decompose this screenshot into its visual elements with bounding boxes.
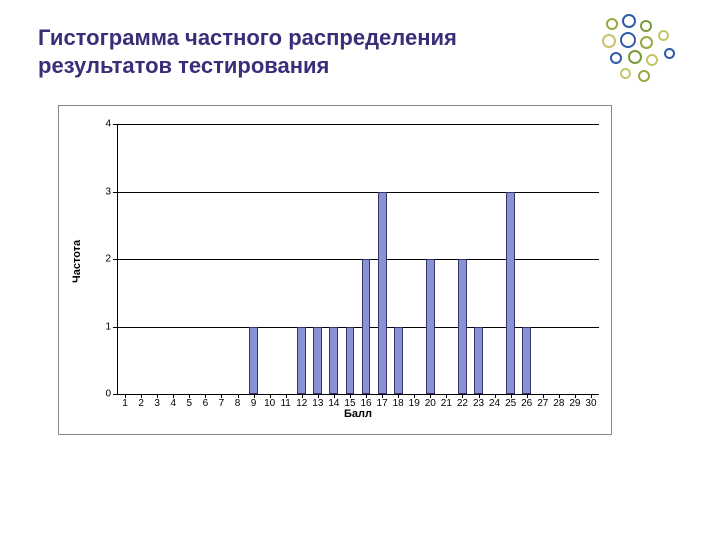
x-tick-label: 28 [553, 398, 564, 409]
slide: Гистограмма частного распределения резул… [0, 0, 720, 540]
y-tick-label: 0 [105, 389, 111, 400]
x-tick-label: 7 [219, 398, 225, 409]
gridline [117, 124, 599, 125]
x-tick-label: 6 [203, 398, 209, 409]
y-tick-label: 4 [105, 119, 111, 130]
x-tick-label: 27 [537, 398, 548, 409]
histogram-chart: 0123412345678910111213141516171819202122… [58, 105, 612, 435]
page-title: Гистограмма частного распределения резул… [38, 24, 558, 79]
x-tick-label: 9 [251, 398, 257, 409]
bar [522, 327, 531, 395]
x-tick-label: 19 [409, 398, 420, 409]
y-tick-label: 2 [105, 254, 111, 265]
bar [313, 327, 322, 395]
x-tick-label: 25 [505, 398, 516, 409]
x-tick-label: 24 [489, 398, 500, 409]
x-tick-label: 13 [312, 398, 323, 409]
bar [458, 259, 467, 394]
x-tick-label: 26 [521, 398, 532, 409]
y-tick-label: 3 [105, 186, 111, 197]
x-tick-label: 12 [296, 398, 307, 409]
bar [346, 327, 355, 395]
bar [474, 327, 483, 395]
x-tick-label: 21 [441, 398, 452, 409]
bar [329, 327, 338, 395]
bar [426, 259, 435, 394]
x-tick-label: 30 [585, 398, 596, 409]
bar [506, 192, 515, 395]
x-tick-label: 23 [473, 398, 484, 409]
x-tick-label: 10 [264, 398, 275, 409]
x-tick-label: 14 [328, 398, 339, 409]
x-tick-label: 3 [154, 398, 160, 409]
bar [297, 327, 306, 395]
x-tick-label: 1 [122, 398, 128, 409]
plot-area: 0123412345678910111213141516171819202122… [117, 124, 599, 394]
x-tick-label: 4 [170, 398, 176, 409]
bar [394, 327, 403, 395]
y-axis-label: Частота [71, 240, 83, 283]
x-tick-label: 29 [569, 398, 580, 409]
gridline [117, 259, 599, 260]
decorative-dots [600, 14, 696, 86]
bar [249, 327, 258, 395]
x-tick-label: 5 [187, 398, 193, 409]
x-tick-label: 22 [457, 398, 468, 409]
x-tick-label: 20 [425, 398, 436, 409]
x-tick-label: 17 [377, 398, 388, 409]
bar [378, 192, 387, 395]
y-tick-label: 1 [105, 321, 111, 332]
x-tick-label: 8 [235, 398, 241, 409]
x-axis-label: Балл [344, 408, 372, 420]
x-tick-label: 2 [138, 398, 144, 409]
x-tick-label: 11 [280, 398, 290, 409]
x-tick-label: 18 [393, 398, 404, 409]
gridline [117, 192, 599, 193]
bar [362, 259, 371, 394]
